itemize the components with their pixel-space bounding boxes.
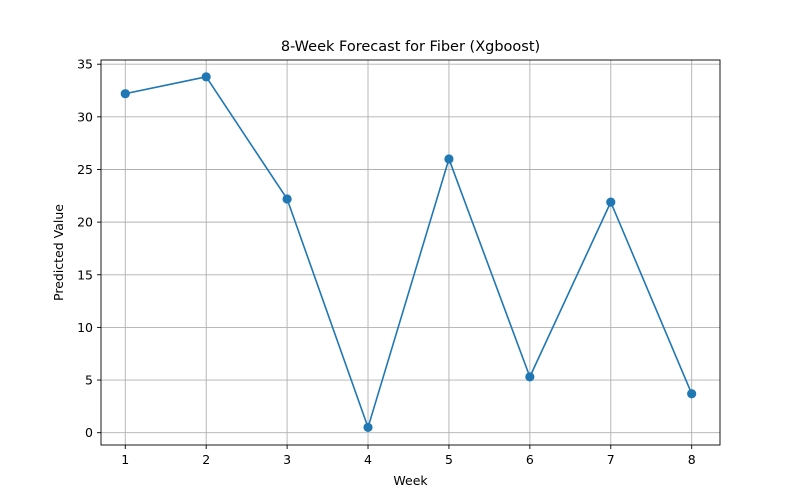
x-tick-label: 2: [202, 452, 210, 467]
data-point: [444, 154, 454, 164]
x-tick-label: 3: [283, 452, 291, 467]
y-axis-ticks: 0 5 10 15 20 25 30 35: [77, 57, 101, 440]
grid: [101, 60, 720, 445]
x-tick-label: 5: [445, 452, 453, 467]
series-line: [125, 76, 693, 429]
x-tick-label: 6: [526, 452, 534, 467]
plot-frame: [100, 59, 721, 446]
x-tick-label: 7: [607, 452, 615, 467]
data-point: [201, 72, 211, 82]
data-point: [687, 389, 697, 399]
series-layer: [120, 72, 697, 433]
data-point: [363, 422, 373, 433]
x-tick-label: 1: [121, 452, 129, 467]
x-axis-ticks: 1 2 3 4 5 6 7 8: [121, 445, 696, 467]
x-tick-label: 8: [688, 452, 696, 467]
y-tick-label: 20: [77, 215, 93, 230]
y-tick-label: 5: [85, 373, 93, 388]
y-tick-label: 15: [77, 267, 93, 282]
data-point: [525, 372, 535, 382]
x-tick-label: 4: [364, 452, 372, 467]
data-point: [606, 197, 616, 207]
y-tick-label: 25: [77, 162, 93, 177]
y-tick-label: 30: [77, 109, 93, 124]
y-tick-label: 0: [85, 425, 93, 440]
y-tick-label: 35: [77, 57, 93, 72]
y-tick-label: 10: [77, 320, 93, 335]
x-axis-label: Week: [393, 473, 428, 488]
data-point: [282, 194, 292, 204]
y-axis-label: Predicted Value: [51, 204, 66, 301]
chart-title: 8-Week Forecast for Fiber (Xgboost): [281, 39, 540, 55]
data-point: [120, 89, 130, 99]
